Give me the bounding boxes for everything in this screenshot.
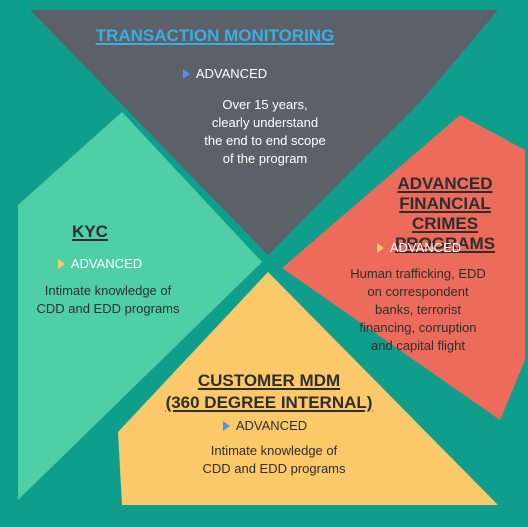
- description-line: the end to end scope: [204, 133, 326, 148]
- kyc-level: ADVANCED: [50, 256, 150, 272]
- transaction-monitoring-panel: [30, 10, 498, 255]
- customer-mdm-description: Intimate knowledge of CDD and EDD progra…: [194, 442, 354, 478]
- blue-play-icon: [182, 69, 190, 79]
- kyc-title: KYC: [72, 222, 108, 241]
- description-line: Intimate knowledge of: [210, 443, 338, 458]
- customer-mdm-level-label: ADVANCED: [235, 418, 308, 433]
- title-line: CUSTOMER MDM: [197, 371, 341, 390]
- description-line: CDD and EDD programs: [36, 301, 180, 316]
- transaction-monitoring-level-label: ADVANCED: [195, 66, 268, 81]
- yellow-play-icon: [57, 259, 65, 269]
- title-line: FINANCIAL: [399, 194, 491, 213]
- kyc-level-label: ADVANCED: [70, 256, 143, 271]
- transaction-monitoring-description: Over 15 years, clearly understand the en…: [180, 96, 350, 168]
- financial-crimes-level: ADVANCED: [364, 240, 474, 256]
- description-line: of the program: [222, 151, 308, 166]
- customer-mdm-level: ADVANCED: [210, 418, 320, 434]
- title-line: (360 DEGREE INTERNAL): [165, 393, 373, 412]
- customer-mdm-title: CUSTOMER MDM (360 DEGREE INTERNAL): [156, 370, 382, 414]
- title-line: ADVANCED: [397, 174, 493, 193]
- description-line: Intimate knowledge of: [44, 283, 172, 298]
- description-line: Human trafficking, EDD: [350, 266, 486, 281]
- kyc-description: Intimate knowledge of CDD and EDD progra…: [28, 282, 188, 318]
- transaction-monitoring-level: ADVANCED: [165, 66, 285, 82]
- transaction-monitoring-title: TRANSACTION MONITORING: [95, 26, 335, 45]
- blue-play-icon: [222, 421, 230, 431]
- description-line: and capital flight: [371, 338, 465, 353]
- financial-crimes-title: ADVANCED FINANCIAL CRIMES PROGRAMS: [370, 174, 520, 254]
- financial-crimes-level-label: ADVANCED: [389, 240, 462, 255]
- description-line: on correspondent: [367, 284, 469, 299]
- description-line: financing, corruption: [359, 320, 477, 335]
- financial-crimes-description: Human trafficking, EDD on correspondent …: [338, 265, 498, 355]
- financial-crimes-panel: [282, 115, 525, 420]
- kyc-panel: [18, 112, 262, 500]
- description-line: Over 15 years,: [222, 97, 308, 112]
- description-line: CDD and EDD programs: [202, 461, 346, 476]
- description-line: clearly understand: [211, 115, 319, 130]
- customer-mdm-panel: [118, 272, 498, 505]
- yellow-play-icon: [376, 243, 384, 253]
- title-line: CRIMES PROGRAMS: [394, 214, 496, 253]
- description-line: banks, terrorist: [375, 302, 461, 317]
